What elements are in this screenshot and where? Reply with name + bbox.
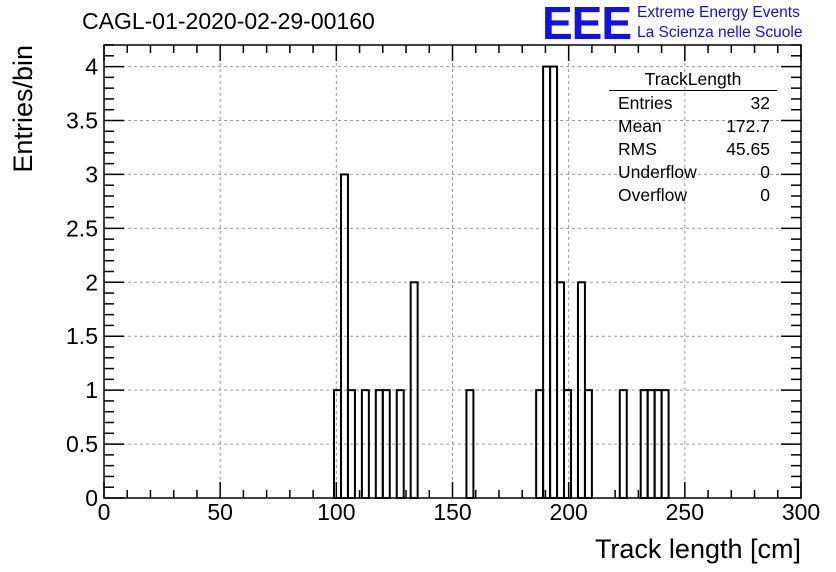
x-tick-label: 150 — [433, 499, 471, 525]
stats-value: 45.65 — [726, 139, 770, 159]
y-tick-label: 3.5 — [66, 108, 98, 134]
stats-label: Entries — [618, 93, 673, 113]
y-tick-label: 2.5 — [66, 215, 98, 241]
eee-logo-line1: Extreme Energy Events — [637, 4, 800, 21]
stats-row: Overflow 0 — [609, 184, 777, 207]
y-tick-label: 0 — [85, 485, 98, 511]
y-tick-label: 0.5 — [66, 431, 98, 457]
x-tick-label: 100 — [317, 499, 355, 525]
x-tick-label: 250 — [666, 499, 704, 525]
stats-label: Underflow — [618, 162, 697, 182]
x-tick-label: 300 — [782, 499, 820, 525]
y-tick-label: 1.5 — [66, 323, 98, 349]
stats-value: 0 — [760, 162, 770, 182]
stats-label: Mean — [618, 116, 662, 136]
eee-logo-line2: La Scienza nelle Scuole — [637, 24, 803, 41]
grid-lines — [104, 45, 801, 498]
stats-row: Mean 172.7 — [609, 115, 777, 138]
stats-value: 0 — [760, 185, 770, 205]
stats-label: RMS — [618, 139, 657, 159]
axis-ticks — [103, 44, 802, 499]
x-tick-label: 50 — [207, 499, 233, 525]
stats-rows: Entries 32 Mean 172.7 RMS 45.65 Underflow 0 Over… — [609, 92, 777, 207]
x-axis-label: Track length [cm] — [595, 534, 801, 564]
y-tick-label: 2 — [85, 269, 98, 295]
page-title: CAGL-01-2020-02-29-00160 — [82, 8, 375, 34]
y-tick-label: 4 — [85, 54, 98, 80]
stats-row: Underflow 0 — [609, 161, 777, 184]
stats-row: Entries 32 — [609, 92, 777, 115]
stats-title: TrackLength — [609, 68, 777, 91]
tick-labels: 0 50 100 150 200 250 300 0 0.5 1 1.5 2 2.5 3 3.5 4 — [66, 54, 820, 525]
y-tick-label: 1 — [85, 377, 98, 403]
x-tick-label: 200 — [549, 499, 587, 525]
stats-box: TrackLength Entries 32 Mean 172.7 RMS 45.65 Un… — [609, 68, 777, 207]
stats-value: 172.7 — [726, 116, 770, 136]
stats-label: Overflow — [618, 185, 688, 205]
stats-row: RMS 45.65 — [609, 138, 777, 161]
y-axis-label: Entries/bin — [8, 45, 38, 173]
stats-value: 32 — [750, 93, 770, 113]
y-tick-label: 3 — [85, 161, 98, 187]
eee-logo: EEE — [542, 0, 632, 49]
x-tick-label: 0 — [98, 499, 111, 525]
